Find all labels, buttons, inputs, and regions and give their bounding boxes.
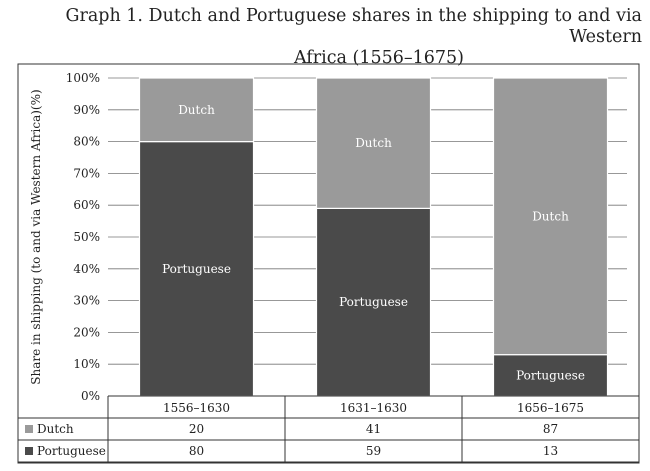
bar-stacks: Portuguese Dutch Portuguese Dutch Portuguese… xyxy=(138,77,609,397)
chart-title-line-2: Africa (1556–1675) xyxy=(293,48,464,68)
table-cell: 80 xyxy=(189,444,204,458)
table-cell: 20 xyxy=(189,422,204,436)
y-axis-tick-labels: 0% 10% 20% 30% 40% 50% 60% 70% 80% 90% 100% xyxy=(66,71,100,403)
bar-segment-dutch xyxy=(138,77,255,143)
y-tick-label: 20% xyxy=(73,325,100,339)
bar-segment-label: Portuguese xyxy=(162,262,231,276)
y-tick-label: 50% xyxy=(73,230,100,244)
chart-title-line-1: Graph 1. Dutch and Portuguese shares in … xyxy=(65,6,642,47)
table-cell: 41 xyxy=(366,422,381,436)
bar-segment-portuguese xyxy=(492,354,609,397)
y-axis-label: Share in shipping (to and via Western Af… xyxy=(29,89,43,384)
y-tick-label: 60% xyxy=(73,198,100,212)
bar-segment-label: Dutch xyxy=(178,103,215,117)
bar-segment-dutch xyxy=(492,77,609,356)
legend-label: Portuguese xyxy=(37,444,106,458)
y-tick-label: 100% xyxy=(66,71,100,85)
bar-segment-label: Dutch xyxy=(355,136,392,150)
y-tick-label: 40% xyxy=(73,262,100,276)
bar-segment-label: Portuguese xyxy=(516,368,585,382)
table-cell: 87 xyxy=(543,422,558,436)
chart-frame xyxy=(17,63,640,464)
y-tick-label: 10% xyxy=(73,357,100,371)
y-tick-label: 80% xyxy=(73,135,100,149)
y-tick-label: 30% xyxy=(73,294,100,308)
legend-swatch xyxy=(25,425,33,433)
y-tick-label: 0% xyxy=(81,389,100,403)
bar-segment-label: Dutch xyxy=(532,209,569,223)
bar-segment-label: Portuguese xyxy=(339,295,408,309)
bar-segment-dutch xyxy=(315,77,432,209)
data-table: 1556–1630 1631–1630 1656–1675 Dutch 20 41 87 Po… xyxy=(18,395,640,463)
x-tick-label: 1631–1630 xyxy=(340,401,407,415)
x-tick-label: 1656–1675 xyxy=(517,401,584,415)
table-cell: 59 xyxy=(366,444,381,458)
x-tick-label: 1556–1630 xyxy=(163,401,230,415)
bar-segment-portuguese xyxy=(138,141,255,397)
legend-swatch xyxy=(25,447,33,455)
table-cell: 13 xyxy=(543,444,558,458)
chart-title: Graph 1. Dutch and Portuguese shares in … xyxy=(0,6,642,69)
legend-label: Dutch xyxy=(37,422,74,436)
y-tick-label: 90% xyxy=(73,103,100,117)
y-tick-label: 70% xyxy=(73,166,100,180)
